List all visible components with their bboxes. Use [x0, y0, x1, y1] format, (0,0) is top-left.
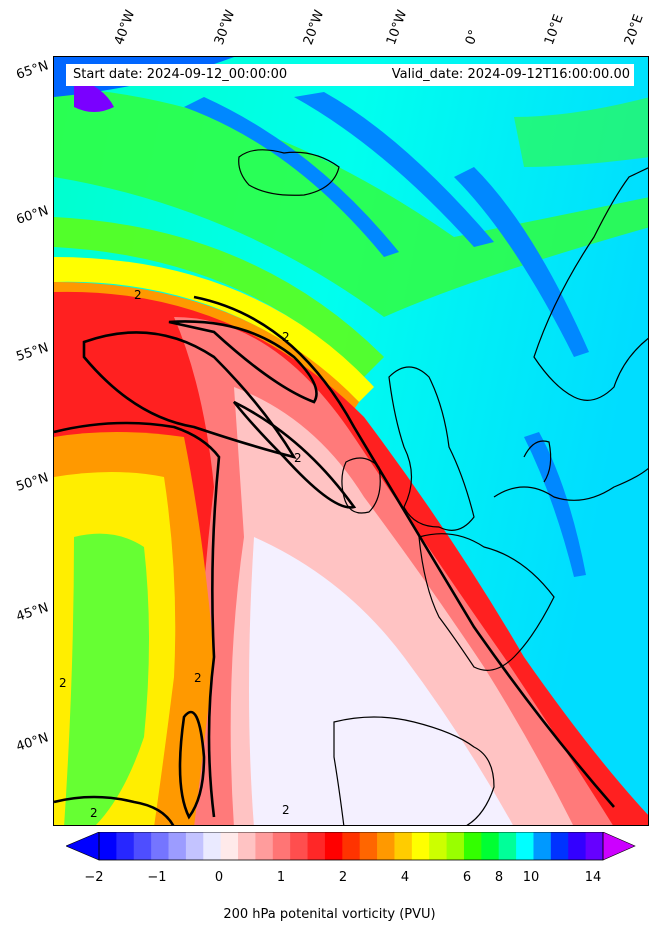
colorbar-segment: [550, 832, 569, 860]
coast-iceland: [238, 149, 340, 196]
colorbar-label: 200 hPa potenital vorticity (PVU): [223, 907, 436, 922]
contour-label-2: 2: [282, 330, 290, 344]
colorbar-segment: [446, 832, 465, 860]
pv2-contour-lobe-2: [82, 331, 297, 460]
pv-streak-blue-4: [524, 432, 586, 577]
contour-label-4: 2: [194, 671, 202, 685]
contour-label-5: 2: [59, 676, 67, 690]
colorbar-segment: [99, 832, 117, 860]
colorbar-tick-label: −2: [84, 870, 104, 885]
colorbar-tick-label: −1: [147, 870, 167, 885]
colorbar-segment: [272, 832, 291, 860]
pv-streak-blue-2: [294, 92, 494, 247]
colorbar-segment: [585, 832, 604, 860]
colorbar-extend-low: [66, 832, 100, 861]
start-date-text: Start date: 2024-09-12_00:00:00: [73, 67, 288, 82]
coast-mainland-europe: [493, 467, 648, 501]
colorbar-segment: [307, 832, 326, 860]
contour-label-6: 2: [90, 806, 98, 820]
valid-date-text: Valid_date: 2024-09-12T16:00:00.00: [391, 67, 630, 82]
pv2-contour-sw-lobe: [178, 710, 206, 820]
date-info-box: Start date: 2024-09-12_00:00:00 Valid_da…: [66, 64, 634, 86]
lat-label-60n: 60°N: [14, 203, 51, 228]
lon-label-20w: 20°W: [300, 8, 328, 47]
coast-iberia: [333, 716, 495, 825]
colorbar-tick-label: 2: [338, 870, 348, 885]
colorbar-segment: [481, 832, 500, 860]
coast-denmark: [523, 440, 552, 483]
pv-intrusion-white: [249, 537, 513, 825]
colorbar-segment: [151, 832, 170, 860]
lon-label-10w: 10°W: [383, 8, 411, 47]
colorbar-segment: [203, 832, 222, 860]
lat-label-65n: 65°N: [14, 58, 51, 83]
lon-label-40w: 40°W: [111, 8, 139, 47]
pv2-contour-south: [54, 795, 175, 825]
lon-label-10e: 10°E: [541, 12, 567, 48]
pv2-contour-west: [54, 421, 221, 818]
contour-label-3: 2: [294, 451, 302, 465]
colorbar-segment: [116, 832, 135, 860]
colorbar-tick-label: 4: [400, 870, 410, 885]
colorbar-segment: [377, 832, 395, 860]
colorbar-tick-label: 14: [584, 870, 602, 885]
lat-label-45n: 45°N: [14, 600, 51, 625]
colorbar: [66, 832, 636, 861]
pv-band-yellow-arc: [54, 257, 374, 402]
colorbar-segment: [133, 832, 152, 860]
coast-great-britain: [388, 366, 475, 531]
pv2-contour-main: [193, 295, 615, 808]
pv-field-map: 2 2 2 2 2 2 2: [54, 57, 648, 825]
pv-streak-green-ne: [514, 97, 648, 167]
colorbar-segment: [185, 832, 204, 860]
colorbar-segment: [463, 832, 482, 860]
colorbar-segment: [324, 832, 343, 860]
colorbar-segment: [168, 832, 187, 860]
colorbar-tick-label: 1: [276, 870, 286, 885]
colorbar-segment: [411, 832, 430, 860]
lat-label-50n: 50°N: [14, 470, 51, 495]
pv-west-green: [64, 533, 149, 825]
contour-label-7: 2: [282, 803, 290, 817]
colorbar-segment: [498, 832, 517, 860]
lat-label-40n: 40°N: [14, 730, 51, 755]
colorbar-segments: [99, 832, 604, 860]
lon-label-0: 0°: [462, 27, 483, 47]
colorbar-segment: [255, 832, 274, 860]
colorbar-tick-label: 6: [462, 870, 472, 885]
colorbar-outline: [98, 832, 604, 861]
pv-band-green-arc: [54, 217, 384, 377]
colorbar-segment: [429, 832, 448, 860]
colorbar-segment: [220, 832, 239, 860]
pv-streak-blue-1: [184, 97, 399, 257]
lon-label-30w: 30°W: [211, 8, 239, 47]
coast-ireland: [341, 457, 381, 514]
colorbar-segment: [342, 832, 361, 860]
colorbar-segment: [394, 832, 413, 860]
colorbar-segment: [238, 832, 256, 860]
pv-2-contours: [54, 295, 615, 825]
map-panel: 2 2 2 2 2 2 2: [53, 56, 649, 826]
contour-label-1: 2: [134, 288, 142, 302]
colorbar-segment: [533, 832, 552, 860]
colorbar-segment: [290, 832, 309, 860]
colorbar-tick-label: 0: [214, 870, 224, 885]
lat-label-55n: 55°N: [14, 340, 51, 365]
coastlines: [238, 149, 648, 825]
lon-label-20e: 20°E: [621, 12, 647, 48]
coast-scandinavia: [533, 167, 648, 401]
colorbar-extend-high: [602, 832, 636, 861]
colorbar-segment: [516, 832, 534, 860]
colorbar-segment: [359, 832, 378, 860]
colorbar-tick-label: 10: [522, 870, 540, 885]
colorbar-tick-label: 8: [494, 870, 504, 885]
colorbar-segment: [568, 832, 587, 860]
coast-france: [418, 533, 555, 671]
pv-streak-blue-3: [454, 167, 589, 357]
pv2-contour-lobe-1: [168, 320, 318, 404]
pv2-contour-lobe-3: [232, 400, 357, 509]
